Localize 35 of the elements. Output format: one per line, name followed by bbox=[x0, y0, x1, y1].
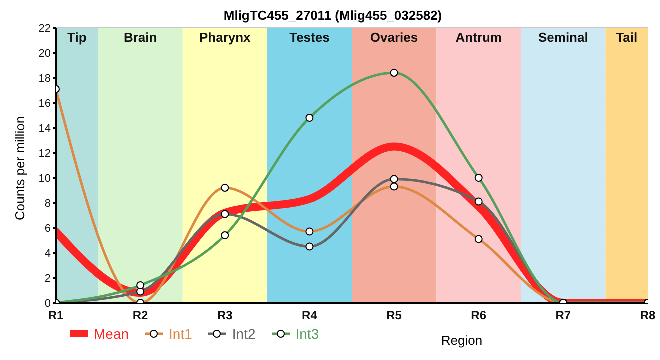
y-tick-label: 0 bbox=[44, 298, 51, 310]
x-tick-label: R2 bbox=[132, 308, 149, 323]
y-tick-label: 22 bbox=[38, 22, 51, 35]
x-tick-label: R7 bbox=[556, 308, 572, 323]
x-tick-label: R6 bbox=[471, 308, 487, 323]
band-label: Testes bbox=[290, 30, 330, 46]
band-label: Ovaries bbox=[370, 30, 418, 46]
y-tick-label: 2 bbox=[44, 272, 51, 285]
x-axis-title: Region bbox=[441, 333, 483, 348]
legend-label: Int3 bbox=[296, 326, 320, 342]
x-tick-label: R4 bbox=[302, 308, 318, 323]
x-tick-label: R1 bbox=[48, 308, 64, 323]
chart-title: MligTC455_27011 (Mlig455_032582) bbox=[222, 8, 444, 24]
x-tick-label: R8 bbox=[640, 308, 656, 323]
band-label: Seminal bbox=[538, 30, 588, 46]
y-tick-label: 8 bbox=[44, 198, 51, 210]
y-tick-label: 6 bbox=[44, 222, 51, 235]
x-tick-label: R5 bbox=[386, 308, 402, 323]
legend-label: Int1 bbox=[169, 326, 192, 342]
y-tick-label: 4 bbox=[44, 248, 51, 260]
y-tick-label: 12 bbox=[38, 148, 51, 160]
band-label: Tail bbox=[616, 30, 638, 46]
x-tick-label: R3 bbox=[217, 308, 234, 323]
y-tick-label: 16 bbox=[38, 98, 51, 110]
band-label: Pharynx bbox=[199, 30, 252, 46]
y-tick-label: 14 bbox=[38, 122, 51, 135]
y-tick-label: 20 bbox=[38, 48, 51, 60]
y-tick-label: 10 bbox=[38, 172, 51, 185]
legend-label: Mean bbox=[94, 326, 130, 342]
y-axis-title: Counts per million bbox=[12, 116, 28, 220]
band-label: Antrum bbox=[456, 30, 502, 46]
band-label: Brain bbox=[124, 30, 158, 46]
legend-label: Int2 bbox=[232, 326, 256, 342]
y-tick-label: 18 bbox=[38, 72, 51, 85]
band-label: Tip bbox=[68, 30, 87, 46]
